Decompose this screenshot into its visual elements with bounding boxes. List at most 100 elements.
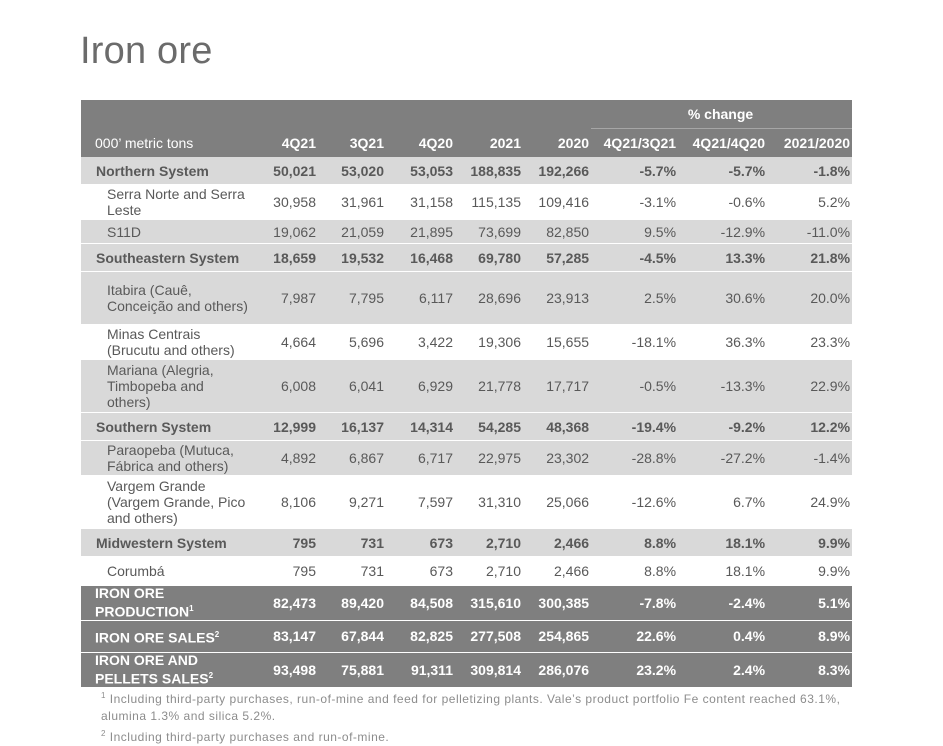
table-row: IRON ORE SALES2 83,147 67,844 82,825 277,508… [81, 619, 853, 653]
table-cell: -0.6% [678, 184, 768, 220]
row-label: Corumbá [81, 556, 254, 586]
table-cell: 8.8% [591, 556, 679, 586]
column-header: 4Q21/4Q20 [678, 128, 768, 157]
table-cell: 57,285 [523, 243, 592, 272]
table-cell: 9.5% [591, 219, 679, 244]
table-cell: 5.2% [767, 184, 853, 220]
table-cell: 731 [318, 528, 386, 557]
table-cell: 23.3% [767, 324, 853, 360]
row-label: Midwestern System [81, 528, 254, 557]
table-cell: 188,835 [455, 157, 523, 185]
table-cell: -19.4% [591, 412, 679, 441]
table-cell: 22.9% [767, 359, 853, 413]
row-label: Northern System [81, 157, 254, 185]
table-cell: -11.0% [767, 219, 853, 244]
table-cell: -5.7% [591, 157, 679, 185]
table-cell: 6,867 [318, 440, 386, 476]
row-label: IRON ORE SALES2 [81, 619, 254, 653]
table-cell: 2,466 [523, 528, 592, 557]
table-cell: 19,306 [455, 324, 523, 360]
row-label: Minas Centrais (Brucutu and others) [81, 324, 254, 360]
table-cell: 5,696 [318, 324, 386, 360]
table-cell: 30.6% [678, 271, 768, 325]
table-cell: 48,368 [523, 412, 592, 441]
table-cell: 2,710 [455, 556, 523, 586]
table-cell: 89,420 [318, 585, 386, 621]
table-cell: 22,975 [455, 440, 523, 476]
iron-ore-table: % change 000’ metric tons 4Q21 3Q21 4Q20… [81, 100, 853, 688]
pct-change-header: % change [591, 100, 853, 129]
table-cell: 6,041 [318, 359, 386, 413]
table-row: Corumbá 795 731 673 2,710 2,466 8.8% 18.1% 9.9% [81, 556, 853, 586]
table-cell: 69,780 [455, 243, 523, 272]
table-cell: 30,958 [254, 184, 318, 220]
header-group-row: % change [81, 100, 853, 129]
table-cell: -1.4% [767, 440, 853, 476]
table-cell: 9.9% [767, 528, 853, 557]
table-cell: 67,844 [318, 619, 386, 653]
table-cell: -12.6% [591, 475, 679, 529]
table-cell: -13.3% [678, 359, 768, 413]
table-cell: -2.4% [678, 585, 768, 621]
table-cell: 3,422 [386, 324, 455, 360]
table-cell: 21.8% [767, 243, 853, 272]
table-cell: 73,699 [455, 219, 523, 244]
table-row: Itabira (Cauê, Conceição and others) 7,98… [81, 271, 853, 325]
row-label: Paraopeba (Mutuca, Fábrica and others) [81, 440, 254, 476]
table-cell: -12.9% [678, 219, 768, 244]
table-cell: 0.4% [678, 619, 768, 653]
table-row: IRON ORE AND PELLETS SALES2 93,498 75,881 9… [81, 651, 853, 688]
table-cell: 315,610 [455, 585, 523, 621]
table-cell: 31,961 [318, 184, 386, 220]
table-cell: 18,659 [254, 243, 318, 272]
table-cell: 4,664 [254, 324, 318, 360]
table-cell: -1.8% [767, 157, 853, 185]
table-cell: 14,314 [386, 412, 455, 441]
table-cell: 16,137 [318, 412, 386, 441]
table-cell: 8.9% [767, 619, 853, 653]
row-label: Vargem Grande (Vargem Grande, Pico and o… [81, 475, 254, 529]
table-cell: 9,271 [318, 475, 386, 529]
row-label: Southeastern System [81, 243, 254, 272]
table-cell: 192,266 [523, 157, 592, 185]
column-header: 2020 [523, 128, 592, 157]
table-cell: 795 [254, 556, 318, 586]
footnote-2: 2 Including third-party purchases and ru… [101, 729, 390, 744]
table-cell: 83,147 [254, 619, 318, 653]
table-cell: 2,710 [455, 528, 523, 557]
table-cell: 31,310 [455, 475, 523, 529]
column-header-row: 000’ metric tons 4Q21 3Q21 4Q20 2021 202… [81, 128, 853, 157]
table-cell: 75,881 [318, 651, 386, 688]
table-row: Northern System 50,021 53,020 53,053 188,835… [81, 157, 853, 185]
table-cell: 84,508 [386, 585, 455, 621]
table-cell: 12.2% [767, 412, 853, 441]
table-cell: 19,532 [318, 243, 386, 272]
table-cell: 82,473 [254, 585, 318, 621]
row-label: IRON ORE AND PELLETS SALES2 [81, 651, 254, 688]
table-cell: 254,865 [523, 619, 592, 653]
table-cell: 82,850 [523, 219, 592, 244]
table-cell: 23,302 [523, 440, 592, 476]
table-cell: 300,385 [523, 585, 592, 621]
table-cell: 53,053 [386, 157, 455, 185]
table-cell: 19,062 [254, 219, 318, 244]
table-cell: 286,076 [523, 651, 592, 688]
table-row: Minas Centrais (Brucutu and others) 4,664… [81, 324, 853, 360]
table-cell: 309,814 [455, 651, 523, 688]
table-cell: 673 [386, 528, 455, 557]
table-cell: -5.7% [678, 157, 768, 185]
table-cell: -27.2% [678, 440, 768, 476]
row-label: S11D [81, 219, 254, 244]
table-cell: 23,913 [523, 271, 592, 325]
table-cell: 115,135 [455, 184, 523, 220]
table-cell: 36.3% [678, 324, 768, 360]
page-title: Iron ore [80, 30, 213, 72]
table-row: Mariana (Alegria, Timbopeba and others) 6… [81, 359, 853, 413]
column-header: 4Q21/3Q21 [591, 128, 679, 157]
table-row: Midwestern System 795 731 673 2,710 2,466 8.8%… [81, 528, 853, 557]
table-cell: 7,597 [386, 475, 455, 529]
row-label: Southern System [81, 412, 254, 441]
table-cell: 21,059 [318, 219, 386, 244]
table-cell: 13.3% [678, 243, 768, 272]
table-row: Southern System 12,999 16,137 14,314 54,285 4… [81, 412, 853, 441]
